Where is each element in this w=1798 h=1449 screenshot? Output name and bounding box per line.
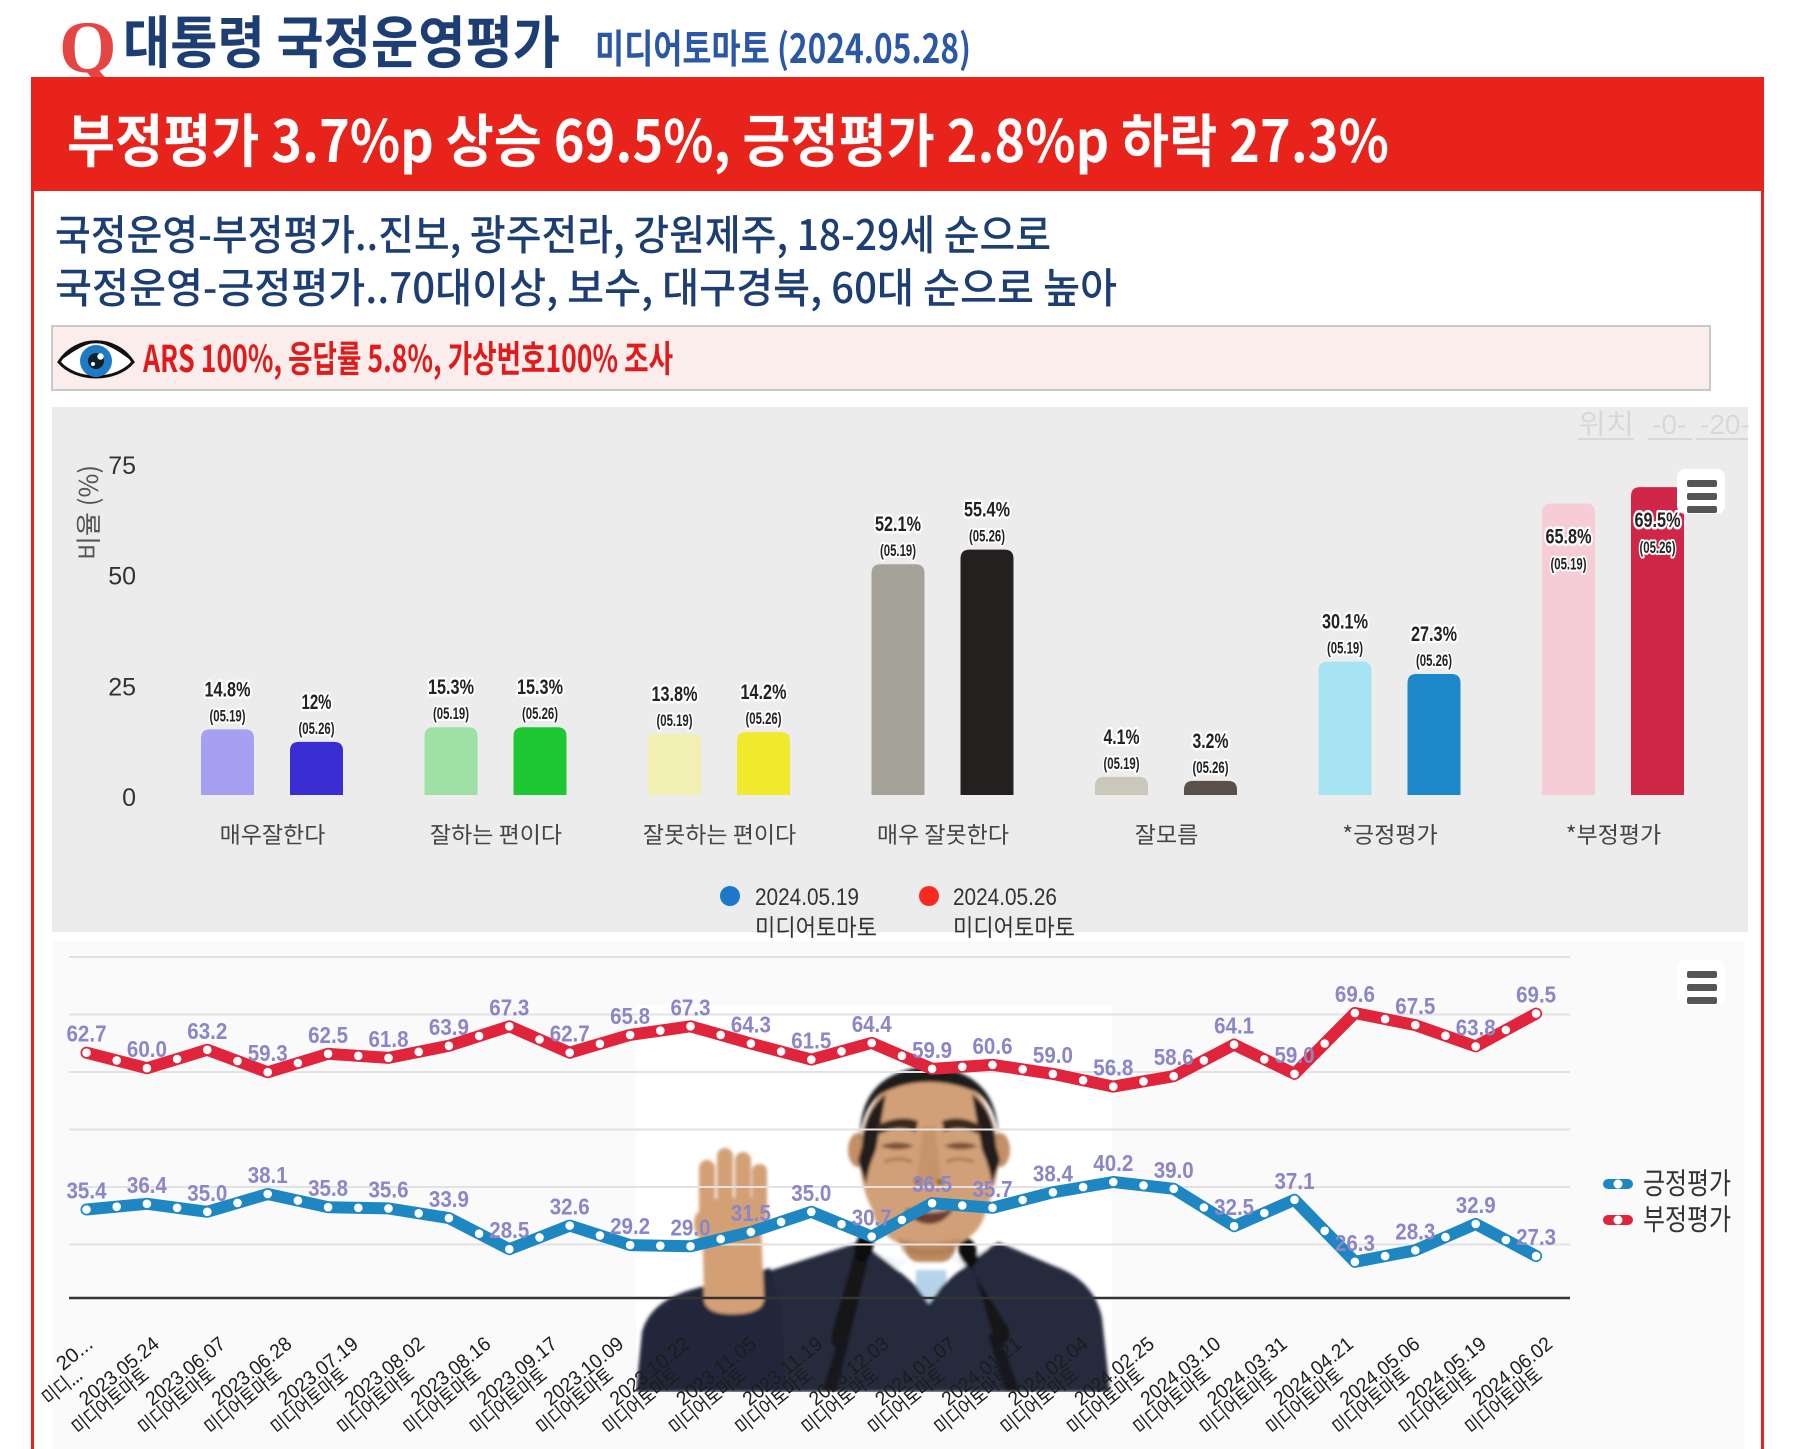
svg-text:28.3: 28.3 — [1395, 1218, 1435, 1244]
svg-text:67.3: 67.3 — [671, 994, 711, 1020]
svg-text:59.0: 59.0 — [1275, 1042, 1315, 1068]
svg-text:12%: 12% — [302, 690, 332, 714]
svg-text:(05.26): (05.26) — [1193, 758, 1229, 777]
svg-text:38.4: 38.4 — [1033, 1160, 1073, 1186]
svg-text:61.8: 61.8 — [369, 1026, 409, 1052]
svg-text:59.9: 59.9 — [912, 1037, 952, 1063]
svg-text:(05.26): (05.26) — [299, 719, 335, 738]
svg-text:14.2%: 14.2% — [741, 680, 787, 704]
svg-text:69.5: 69.5 — [1516, 982, 1556, 1008]
svg-text:61.5: 61.5 — [791, 1028, 831, 1054]
svg-text:69.5%: 69.5% — [1635, 508, 1681, 532]
svg-text:-0-: -0- — [1652, 409, 1686, 440]
svg-text:(05.19): (05.19) — [880, 541, 916, 560]
svg-text:67.5: 67.5 — [1395, 993, 1435, 1019]
svg-text:(05.19): (05.19) — [210, 706, 246, 725]
svg-text:27.3%: 27.3% — [1411, 622, 1457, 646]
svg-text:(05.19): (05.19) — [433, 704, 469, 723]
svg-text:15.3%: 15.3% — [428, 675, 474, 699]
svg-text:27.3: 27.3 — [1516, 1224, 1556, 1250]
svg-text:65.8: 65.8 — [610, 1003, 650, 1029]
svg-text:75: 75 — [108, 452, 136, 480]
svg-text:62.7: 62.7 — [550, 1021, 590, 1047]
svg-text:3.2%: 3.2% — [1193, 729, 1229, 753]
svg-text:37.1: 37.1 — [1275, 1168, 1315, 1194]
svg-text:(05.26): (05.26) — [746, 709, 782, 728]
svg-text:60.6: 60.6 — [973, 1033, 1013, 1059]
svg-text:4.1%: 4.1% — [1104, 725, 1140, 749]
svg-text:64.4: 64.4 — [852, 1011, 892, 1037]
svg-text:29.2: 29.2 — [610, 1213, 650, 1239]
svg-text:35.0: 35.0 — [187, 1180, 227, 1206]
svg-text:67.3: 67.3 — [489, 994, 529, 1020]
svg-text:14.8%: 14.8% — [205, 677, 251, 701]
svg-text:63.9: 63.9 — [429, 1014, 469, 1040]
svg-text:55.4%: 55.4% — [964, 498, 1010, 522]
svg-text:35.4: 35.4 — [67, 1178, 107, 1204]
svg-text:32.6: 32.6 — [550, 1194, 590, 1220]
svg-text:69.6: 69.6 — [1335, 981, 1375, 1007]
svg-text:56.8: 56.8 — [1093, 1055, 1133, 1081]
svg-text:(05.19): (05.19) — [1327, 639, 1363, 658]
svg-text:59.0: 59.0 — [1033, 1042, 1073, 1068]
svg-text:(05.19): (05.19) — [1104, 754, 1140, 773]
svg-text:63.2: 63.2 — [187, 1018, 227, 1044]
svg-text:38.1: 38.1 — [248, 1162, 288, 1188]
svg-text:31.5: 31.5 — [731, 1200, 771, 1226]
svg-text:33.9: 33.9 — [429, 1186, 469, 1212]
svg-text:58.6: 58.6 — [1154, 1044, 1194, 1070]
svg-text:60.0: 60.0 — [127, 1036, 167, 1062]
svg-text:30.7: 30.7 — [852, 1205, 892, 1231]
svg-text:26.3: 26.3 — [1335, 1230, 1375, 1256]
svg-text:40.2: 40.2 — [1093, 1150, 1133, 1176]
svg-text:(05.26): (05.26) — [1416, 651, 1452, 670]
svg-text:36.4: 36.4 — [127, 1172, 167, 1198]
svg-text:35.7: 35.7 — [973, 1176, 1013, 1202]
svg-text:35.0: 35.0 — [791, 1180, 831, 1206]
svg-text:65.8%: 65.8% — [1546, 525, 1592, 549]
svg-text:(05.26): (05.26) — [522, 704, 558, 723]
svg-text:63.8: 63.8 — [1456, 1014, 1496, 1040]
svg-text:64.3: 64.3 — [731, 1012, 771, 1038]
svg-text:15.3%: 15.3% — [517, 675, 563, 699]
svg-text:39.0: 39.0 — [1154, 1157, 1194, 1183]
svg-text:36.5: 36.5 — [912, 1171, 952, 1197]
svg-text:62.5: 62.5 — [308, 1022, 348, 1048]
svg-text:25: 25 — [108, 673, 136, 701]
svg-text:13.8%: 13.8% — [652, 682, 698, 706]
svg-text:(05.19): (05.19) — [1551, 555, 1587, 574]
svg-text:2024.05.26: 2024.05.26 — [953, 884, 1057, 911]
svg-text:29.0: 29.0 — [671, 1214, 711, 1240]
svg-text:(05.26): (05.26) — [969, 527, 1005, 546]
svg-text:(05.19): (05.19) — [657, 711, 693, 730]
svg-text:62.7: 62.7 — [67, 1021, 107, 1047]
svg-text:32.9: 32.9 — [1456, 1192, 1496, 1218]
svg-text:64.1: 64.1 — [1214, 1013, 1254, 1039]
svg-text:52.1%: 52.1% — [875, 512, 921, 536]
svg-text:Q: Q — [59, 7, 117, 89]
svg-text:(05.26): (05.26) — [1640, 538, 1676, 557]
svg-text:35.8: 35.8 — [308, 1175, 348, 1201]
svg-text:2024.05.19: 2024.05.19 — [755, 884, 859, 911]
svg-text:59.3: 59.3 — [248, 1040, 288, 1066]
svg-text:35.6: 35.6 — [369, 1176, 409, 1202]
svg-text:-20-: -20- — [1700, 409, 1750, 440]
svg-text:32.5: 32.5 — [1214, 1194, 1254, 1220]
svg-text:0: 0 — [122, 784, 136, 812]
svg-text:30.1%: 30.1% — [1322, 610, 1368, 634]
svg-text:28.5: 28.5 — [489, 1217, 529, 1243]
svg-text:50: 50 — [108, 563, 136, 591]
